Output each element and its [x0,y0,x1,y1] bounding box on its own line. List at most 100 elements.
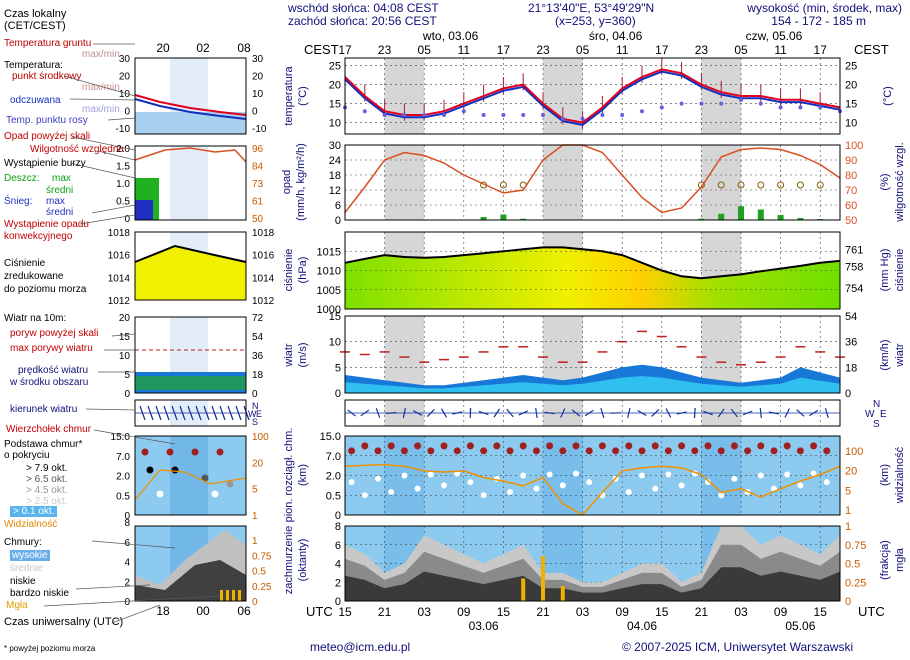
compass-s: S [873,419,880,430]
panel-border-temp [344,57,841,135]
legend-soil-temp: Temperatura gruntu [4,38,92,49]
wind-dir-arrow [768,411,780,415]
legend-leader-line [43,595,221,607]
legend-pressure-2: zredukowane [4,271,64,282]
legend-leader-line [97,150,136,161]
mini-press-tick-r: 1018 [252,228,275,239]
legend-wind-speed-1: prędkość wiatru [18,365,89,376]
label-precip-unit: (mm/h, kg/m²/h) [295,143,307,221]
wind-speed-inner [345,376,840,393]
legend-soil-range: max/min [82,49,120,60]
mini-bottom-hour: 00 [196,604,210,618]
cloud-top-dot [348,447,356,455]
mini-night [170,436,208,515]
cloud-top-dot [361,442,369,450]
mini-okt-tick: 0 [124,597,130,608]
legend-cloud-base-2: o pokryciu [4,450,50,461]
pressure-area [345,247,840,309]
mini-okt-tick: 4 [124,558,130,569]
mini-cover-low [135,560,246,601]
panel-border-dir [344,399,841,427]
storm-marker [499,181,507,189]
mini-press-tick: 1014 [108,273,131,284]
label-pressure-right: ciśnienie [894,249,906,292]
mini-humidity [134,147,247,163]
mini-top-hour: 02 [196,41,210,55]
footer-email[interactable]: meteo@icm.edu.pl [310,640,411,654]
cloud-top-dot [651,442,659,450]
mini-border-dir [134,399,247,427]
mini-frac-tick: 0.75 [252,551,272,562]
mini-cloud-tick: 0.5 [116,491,130,502]
mini-hum-tick: 61 [252,197,264,208]
mini-cloud-tick: 7.0 [116,452,130,463]
tick-label: 7.0 [326,451,341,463]
cloud-base-dot [731,475,738,482]
label-pressure: ciśnienie [283,249,295,292]
tick-label: 20 [329,80,341,92]
mini-cloud-dot [191,448,199,456]
cloud-base-dot [784,471,791,478]
tick-label: 8 [335,521,341,533]
mini-temp-tick-r: 20 [252,72,264,83]
legend-leader-line [75,584,151,590]
tick-label: 50 [845,215,857,227]
visibility-line [344,463,841,516]
mini-compass-w: W [248,409,257,419]
legend-rain-max: max [52,173,71,184]
label-wind-right: wiatr [894,343,906,368]
tick-label: 25 [329,61,341,73]
precip-bar [698,218,705,220]
cloud-top-dot [691,447,699,455]
wind-dir-arrow [584,409,594,417]
mini-border-cloud [134,435,247,516]
precip-bar [738,206,744,220]
wind-dir-arrow [544,411,555,415]
legend-gust-above: poryw powyżej skali [10,328,99,339]
wind-dir-arrow [759,407,762,419]
legend-rain-label: Deszcz: [4,173,40,184]
sunrise-text: wschód słońca: 04:08 CEST [288,1,439,15]
mini-bottom-hour: 06 [237,604,251,618]
legend-okt-45: > 4.5 okt. [26,485,68,496]
tick-label: 30 [329,140,341,152]
cloud-top-dot [453,447,461,455]
fog-bar [521,578,526,601]
mini-press-tick: 1018 [108,228,131,239]
cloud-top-dot [427,447,435,455]
night-band [384,145,425,220]
elevation-label: wysokość (min, środek, max) [747,1,902,15]
cloud-base-dot [427,471,434,478]
wind-dir-arrow [535,407,538,419]
mini-okt-tick: 2 [124,577,130,588]
legend-local-zone: (CET/CEST) [4,20,66,32]
top-hour-label: 11 [774,43,787,57]
wind-dir-arrow [693,407,696,419]
legend-okt-65: > 6.5 okt. [26,474,68,485]
dew-point-dot [580,116,585,121]
cloud-base-dot [573,470,579,477]
tick-label: 758 [845,262,863,274]
mini-wind-mid [135,376,246,390]
mini-temp-tick: 30 [119,54,131,65]
dew-point-dot [818,105,823,110]
mini-precip-tick: 1.0 [116,179,130,190]
top-hour-label: 11 [616,43,629,57]
cloud-cover-area [345,567,840,601]
bottom-hour-label: 03 [734,605,748,619]
legend-wind-at: Wiatr na 10m: [4,313,67,324]
top-hour-label: 23 [695,43,709,57]
mini-feel-line [134,98,247,120]
cloud-top-dot [783,442,791,450]
wind-dir-arrow [824,408,829,418]
tick-label: 5 [845,485,851,497]
mini-wind-kmh-tick: 72 [252,313,264,324]
tick-label: 1010 [317,266,341,278]
footer-copyright: © 2007-2025 ICM, Uniwersytet Warszawski [622,640,854,654]
cloud-top-dot [532,447,540,455]
tick-label: 18 [845,362,857,374]
top-day-label: śro, 04.06 [589,29,643,43]
cloud-top-dot [678,442,686,450]
dew-point-dot [501,113,506,117]
